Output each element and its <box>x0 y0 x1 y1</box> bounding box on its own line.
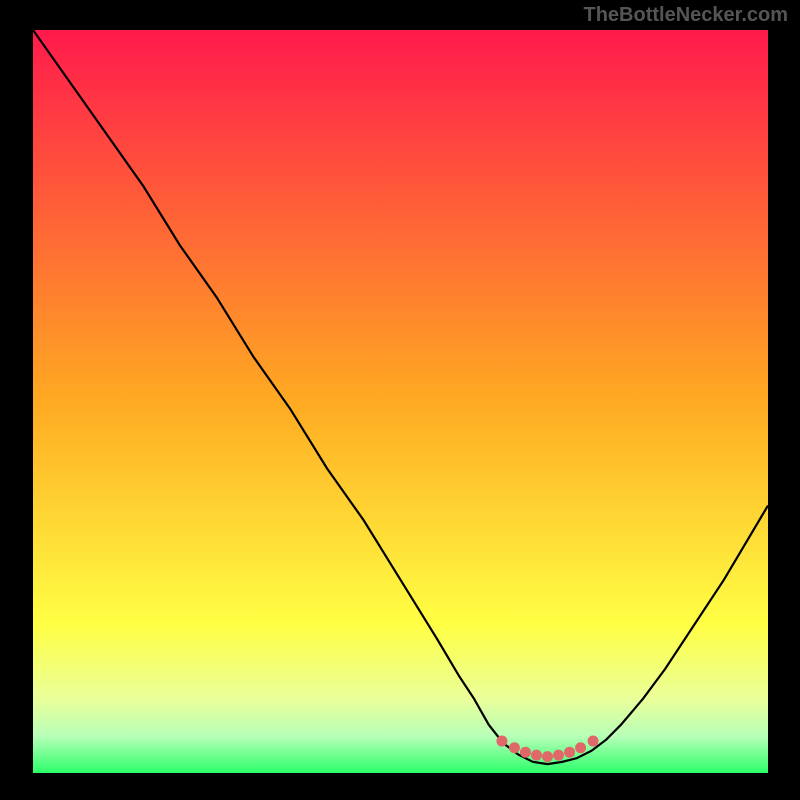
chart-plot-area <box>33 30 768 773</box>
chart-curve <box>33 30 768 764</box>
chart-marker <box>497 736 507 746</box>
chart-marker <box>554 750 564 760</box>
watermark-text: TheBottleNecker.com <box>583 4 788 27</box>
chart-marker <box>576 743 586 753</box>
chart-svg <box>33 30 768 773</box>
chart-marker <box>588 736 598 746</box>
chart-marker <box>531 750 541 760</box>
chart-marker <box>520 747 530 757</box>
chart-marker <box>543 752 553 762</box>
chart-markers <box>497 736 598 762</box>
chart-marker <box>565 747 575 757</box>
chart-marker <box>509 743 519 753</box>
